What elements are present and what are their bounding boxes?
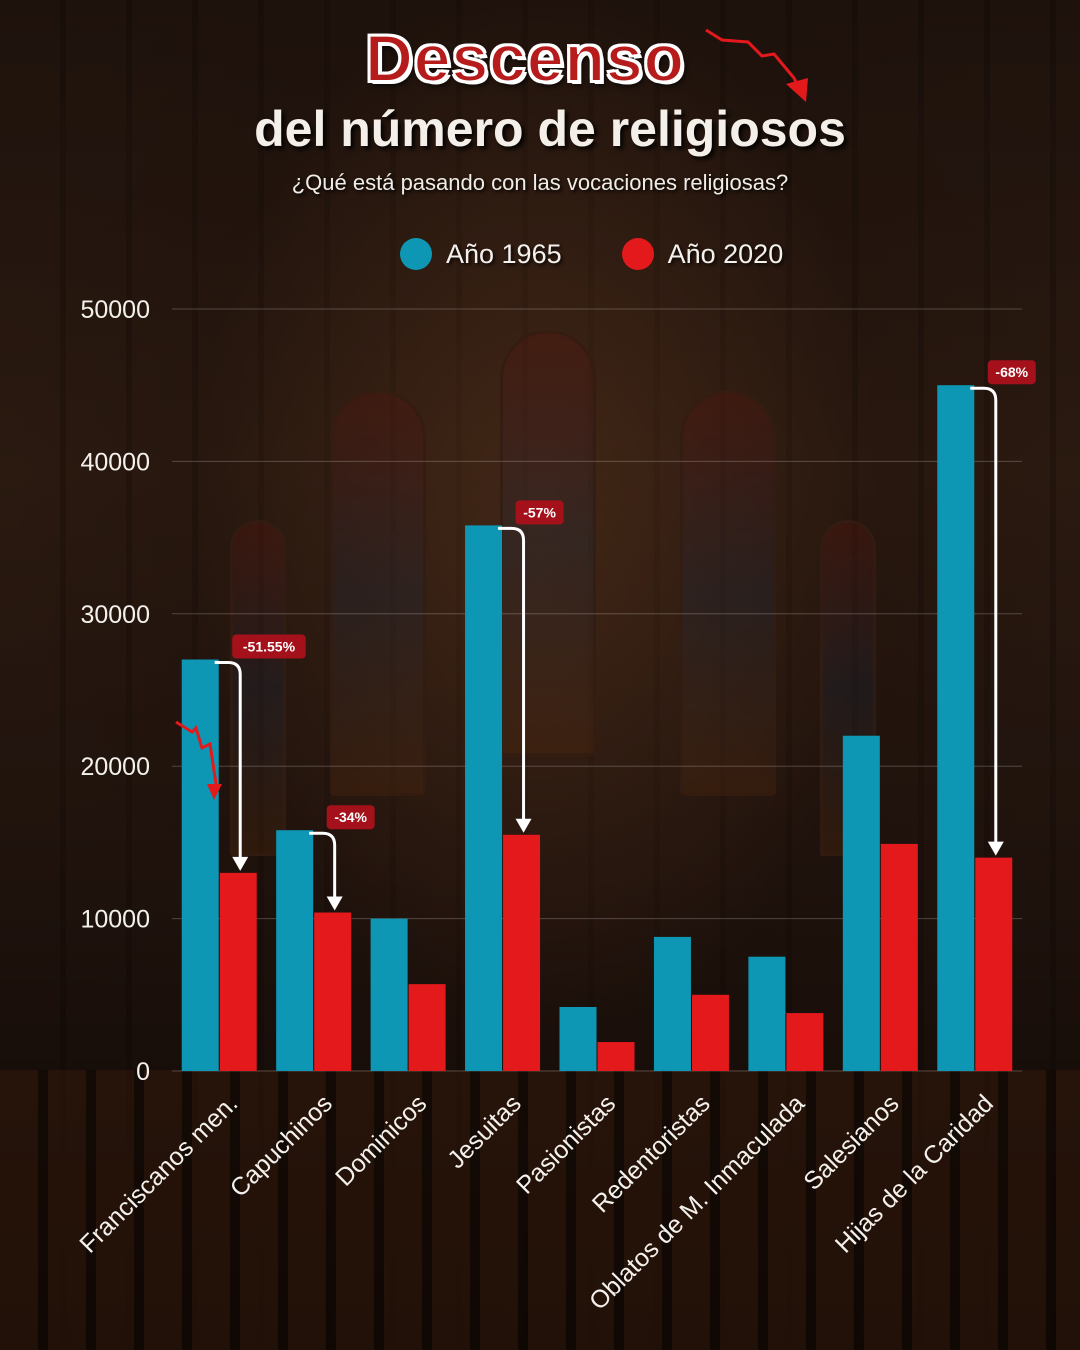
percent-badge (515, 500, 564, 525)
bar-2020 (597, 1042, 635, 1071)
chart-title: Descenso (364, 20, 685, 96)
bar-1965 (842, 735, 880, 1071)
stained-glass-window (680, 390, 776, 796)
bar-2020 (408, 984, 446, 1071)
legend-item-1965: Año 1965 (400, 238, 562, 270)
drop-arrow (214, 661, 242, 859)
bar-2020 (314, 912, 352, 1071)
decline-arrow-icon-head (207, 784, 222, 800)
bar-1965 (937, 385, 975, 1071)
bar-1965 (181, 659, 219, 1071)
decline-arrow-icon (175, 720, 218, 785)
bar-1965 (748, 956, 786, 1071)
drop-arrow-head (326, 896, 343, 911)
bar-2020 (503, 834, 541, 1071)
legend-swatch-1965 (400, 238, 432, 270)
church-pews (0, 1070, 1080, 1350)
bar-1965 (276, 830, 314, 1071)
percent-label: -34% (334, 809, 367, 825)
bar-2020 (219, 872, 257, 1071)
drop-arrow-head (232, 856, 249, 871)
x-category-label: Dominicos (330, 1089, 432, 1191)
drop-arrow-head (515, 818, 532, 833)
x-category-label: Capuchinos (225, 1089, 338, 1202)
x-category-label: Hijas de la Caridad (830, 1089, 999, 1258)
bar-1965 (370, 918, 408, 1071)
drop-arrow (970, 386, 998, 844)
y-tick-label: 30000 (80, 601, 150, 629)
chart-title-line2: del número de religiosos (254, 101, 846, 157)
y-tick-label: 50000 (80, 296, 150, 324)
percent-label: -57% (523, 504, 556, 520)
y-tick-label: 20000 (80, 753, 150, 781)
legend-swatch-2020 (621, 238, 654, 270)
bar-2020 (975, 857, 1013, 1071)
bar-2020 (691, 994, 729, 1071)
chart-subtitle: ¿Qué está pasando con las vocaciones rel… (291, 170, 789, 195)
y-tick-label: 0 (136, 1058, 150, 1086)
legend-label-2020: Año 2020 (667, 238, 784, 269)
bar-1965 (465, 525, 503, 1071)
y-tick-label: 40000 (80, 448, 150, 476)
x-category-label: Franciscanos men. (74, 1089, 243, 1258)
chart-legend: Año 1965 Año 2020 (400, 238, 783, 270)
bar-2020 (880, 843, 918, 1071)
y-tick-label: 10000 (80, 906, 150, 934)
legend-item-2020: Año 2020 (621, 238, 784, 270)
drop-arrow (498, 526, 526, 821)
legend-label-1965: Año 1965 (446, 238, 562, 269)
percent-badge (232, 634, 306, 659)
stained-glass-window (330, 390, 426, 796)
drop-arrow-head (987, 841, 1004, 856)
percent-badge (987, 360, 1036, 385)
x-category-label: Jesuitas (442, 1089, 527, 1174)
bar-1965 (653, 936, 691, 1071)
bar-2020 (786, 1013, 824, 1071)
stained-glass-window (500, 330, 596, 756)
bar-1965 (559, 1006, 597, 1071)
drop-arrow (309, 831, 337, 899)
percent-badge (326, 805, 375, 830)
percent-label: -68% (995, 364, 1028, 380)
percent-label: -51.55% (243, 639, 296, 655)
